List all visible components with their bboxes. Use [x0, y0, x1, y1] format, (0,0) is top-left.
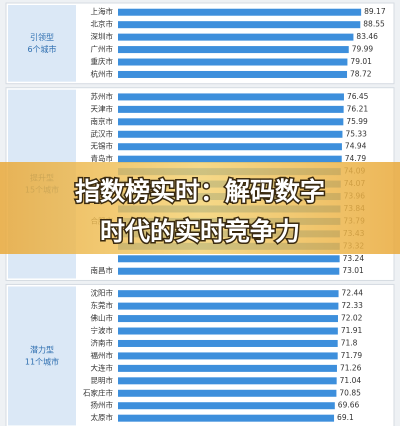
group-label-box [8, 5, 76, 82]
city-label: 青岛市 [91, 153, 114, 163]
value-label: 71.91 [341, 326, 363, 335]
bar [118, 33, 354, 41]
value-label: 71.8 [341, 338, 358, 347]
city-label: 佛山市 [91, 313, 114, 323]
city-label: 石家庄市 [83, 387, 113, 397]
bar [118, 8, 362, 16]
value-label: 89.17 [364, 7, 386, 16]
bar [118, 364, 337, 372]
city-label: 武汉市 [91, 128, 114, 138]
bar [118, 21, 361, 29]
city-label: 沈阳市 [91, 288, 114, 298]
city-label: 杭州市 [91, 68, 114, 78]
value-label: 83.46 [356, 32, 378, 41]
bar [118, 377, 337, 385]
city-label: 东莞市 [91, 300, 114, 310]
bar [118, 290, 339, 298]
value-label: 69.1 [337, 413, 354, 422]
group-name: 引领型 [30, 32, 54, 42]
bar [118, 414, 335, 422]
bar [118, 267, 340, 275]
bar [118, 93, 344, 101]
bar [118, 155, 342, 163]
city-label: 北京市 [91, 19, 114, 29]
value-label: 72.02 [341, 314, 363, 323]
group-label-box [8, 286, 76, 426]
group-count: 11个城市 [25, 356, 59, 366]
bar [118, 118, 344, 126]
value-label: 72.33 [341, 301, 363, 310]
value-label: 73.01 [342, 266, 364, 275]
bar [118, 327, 338, 335]
city-label: 宁波市 [91, 325, 114, 335]
bar [118, 143, 342, 151]
bar [118, 105, 344, 113]
banner-line: 时代的实时竞争力 [100, 217, 300, 246]
value-label: 71.04 [340, 376, 362, 385]
bar [118, 58, 348, 66]
banner-band [0, 162, 400, 254]
group-name: 潜力型 [30, 344, 54, 354]
city-label: 济南市 [91, 337, 114, 347]
value-label: 75.99 [346, 117, 368, 126]
bar [118, 130, 343, 138]
bar [118, 70, 348, 78]
city-label: 大连市 [91, 362, 114, 372]
value-label: 76.21 [347, 104, 369, 113]
bar [118, 402, 335, 410]
value-label: 71.79 [341, 351, 363, 360]
value-label: 73.24 [343, 254, 365, 263]
bar [118, 255, 340, 263]
banner-line: 指数榜实时：解码数字 [75, 177, 325, 206]
city-label: 天津市 [91, 103, 114, 113]
city-label: 深圳市 [91, 31, 114, 41]
bar [118, 352, 338, 360]
value-label: 88.55 [363, 20, 385, 29]
value-label: 72.44 [342, 289, 364, 298]
city-label: 南昌市 [91, 265, 114, 275]
city-label: 苏州市 [91, 91, 114, 101]
city-label: 扬州市 [91, 400, 114, 410]
value-label: 79.99 [352, 45, 374, 54]
value-label: 74.94 [345, 142, 367, 151]
city-label: 昆明市 [91, 375, 114, 385]
city-label: 上海市 [91, 6, 114, 16]
city-label: 重庆市 [91, 56, 114, 66]
group-count: 6个城市 [27, 44, 56, 54]
bar [118, 302, 339, 310]
city-label: 太原市 [91, 412, 114, 422]
city-label: 广州市 [91, 44, 114, 54]
bar [118, 389, 337, 397]
value-label: 76.45 [347, 92, 369, 101]
bar [118, 46, 349, 54]
city-label: 无锡市 [91, 141, 114, 151]
value-label: 71.26 [340, 363, 362, 372]
value-label: 70.85 [339, 388, 361, 397]
value-label: 79.01 [350, 57, 372, 66]
bar [118, 339, 338, 347]
value-label: 75.33 [345, 129, 367, 138]
bar [118, 315, 338, 323]
city-label: 南京市 [91, 116, 114, 126]
city-label: 福州市 [91, 350, 114, 360]
value-label: 78.72 [350, 69, 372, 78]
value-label: 74.79 [345, 154, 367, 163]
value-label: 69.66 [338, 401, 360, 410]
